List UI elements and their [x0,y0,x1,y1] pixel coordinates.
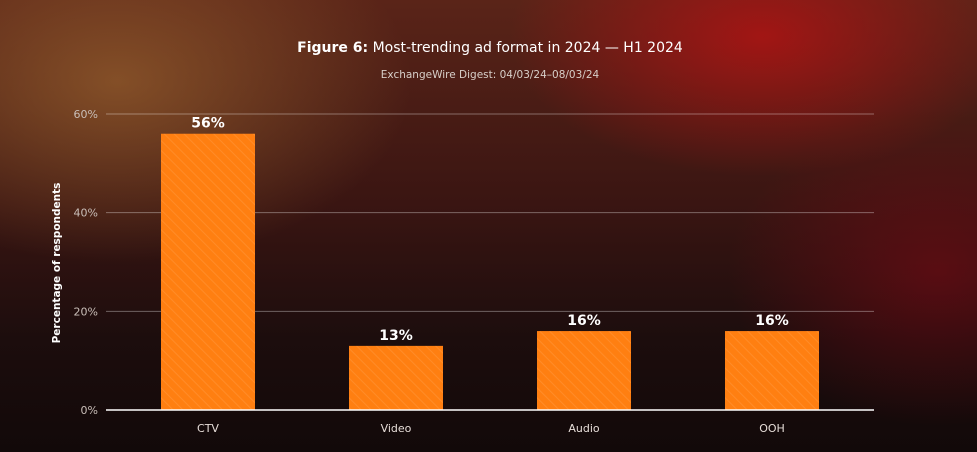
bar-texture [161,133,255,410]
bar-texture [725,331,819,410]
bar-texture [349,345,443,410]
chart-subtitle: ExchangeWire Digest: 04/03/24–08/03/24 [381,69,600,81]
x-tick-label: Video [381,422,412,435]
chart-title: Figure 6: Most-trending ad format in 202… [297,40,683,56]
data-label: 13% [379,328,413,344]
x-tick-label: OOH [759,422,785,435]
chart-title-rest: Most-trending ad format in 2024 — H1 202… [368,40,683,56]
x-tick-label: Audio [568,422,600,435]
y-tick-label: 0% [81,404,98,417]
y-tick-label: 60% [74,108,98,121]
bars: 56% CTV 13% Video 16% Audio 16% OOH [161,116,819,435]
data-label: 56% [191,116,225,132]
data-label: 16% [755,313,789,329]
y-tick-label: 40% [74,207,98,220]
y-axis-label: Percentage of respondents [51,183,63,344]
data-label: 16% [567,313,601,329]
bar-texture [537,331,631,410]
chart-title-prefix: Figure 6: [297,40,368,56]
y-tick-label: 20% [74,305,98,318]
x-tick-label: CTV [197,422,219,435]
